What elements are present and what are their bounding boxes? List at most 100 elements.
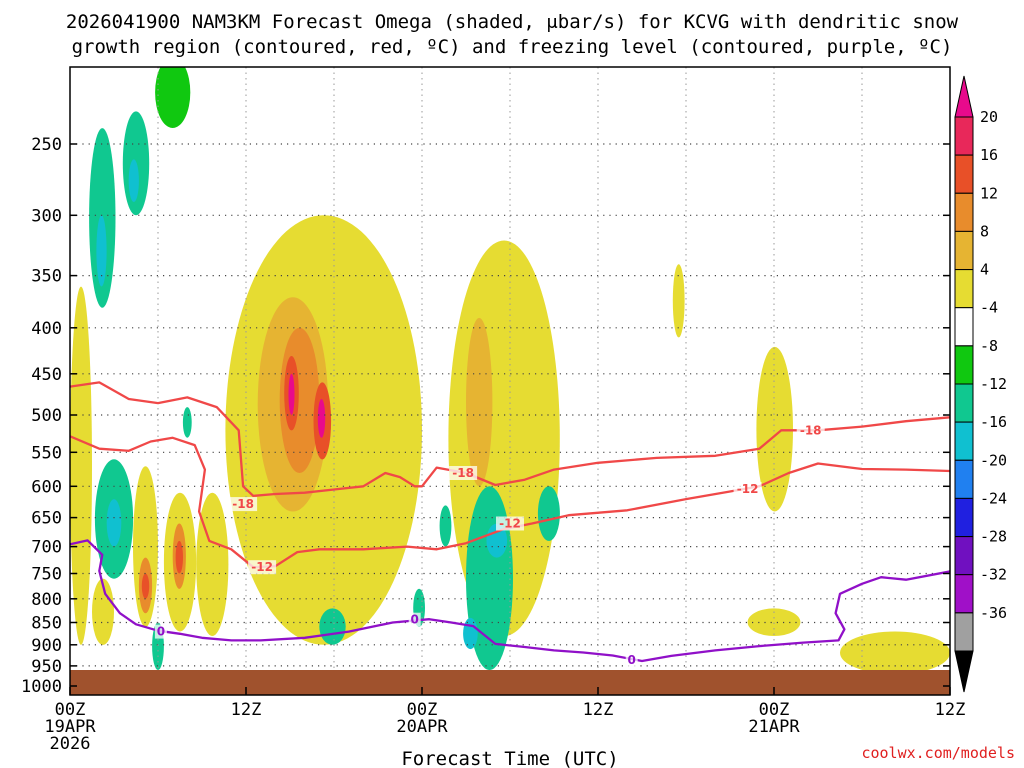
y-tick-label-350: 350 xyxy=(31,267,62,287)
y-tick-label-700: 700 xyxy=(31,538,62,558)
omega-cell-34 xyxy=(672,264,685,338)
ground-bar xyxy=(70,670,950,695)
colorbar-label--12: -12 xyxy=(980,375,1007,393)
contour-label--12: -12 xyxy=(499,517,521,531)
y-tick-label-900: 900 xyxy=(31,636,62,656)
omega-cell-3 xyxy=(96,215,107,287)
contour-label-bg xyxy=(154,624,167,639)
colorbar-label--24: -24 xyxy=(980,489,1007,507)
y-tick-label-550: 550 xyxy=(31,443,62,463)
contour-label--18: -18 xyxy=(800,423,822,437)
y-tick-label-500: 500 xyxy=(31,406,62,426)
x-tick-label-48h-0: 00Z xyxy=(759,700,790,720)
colorbar: 20 16 12 8 4 -4 -8 -12 -16 -20 -24 -28 -32 -36 xyxy=(954,75,1007,693)
colorbar-swatch-1 xyxy=(954,154,974,194)
omega-cell-32 xyxy=(463,617,478,650)
omega-cell-22 xyxy=(288,373,295,415)
y-tick-label-650: 650 xyxy=(31,509,62,529)
omega-cell-31 xyxy=(486,523,508,558)
colorbar-swatch-7 xyxy=(954,383,974,423)
colorbar-label-4: 4 xyxy=(980,261,989,279)
contour-label-bg xyxy=(733,481,762,496)
omega-cell-29 xyxy=(439,505,452,547)
plot-frame xyxy=(69,66,951,696)
colorbar-label--36: -36 xyxy=(980,604,1007,622)
contour-label-bg xyxy=(229,497,258,512)
chart-title-line1: 2026041900 NAM3KM Forecast Omega (shaded… xyxy=(66,11,959,33)
contour-label--12: -12 xyxy=(737,482,759,496)
colorbar-bottom-arrow xyxy=(954,650,974,693)
colorbar-swatch-6 xyxy=(954,345,974,385)
colorbar-swatch-3 xyxy=(954,230,974,270)
x-tick-label-36h-0: 12Z xyxy=(583,700,614,720)
contour-label-0: 0 xyxy=(157,625,165,639)
colorbar-label--32: -32 xyxy=(980,566,1007,584)
omega-cell-11 xyxy=(141,573,150,599)
colorbar-swatch-4 xyxy=(954,269,974,309)
omega-cell-15 xyxy=(175,540,183,574)
contour-label-0: 0 xyxy=(411,613,419,627)
contour-label-bg xyxy=(248,560,277,575)
x-tick-label-48h-1: 21APR xyxy=(748,717,800,737)
x-tick-label-0h-1: 19APR xyxy=(44,717,96,737)
colorbar-swatch-0 xyxy=(954,116,974,156)
y-tick-label-850: 850 xyxy=(31,614,62,634)
ground-layer xyxy=(70,670,950,695)
omega-cell-27 xyxy=(466,317,493,487)
y-tick-label-450: 450 xyxy=(31,365,62,385)
omega-cell-25 xyxy=(319,608,346,645)
omega-cell-33 xyxy=(537,486,560,541)
colorbar-swatch-8 xyxy=(954,421,974,461)
y-tick-label-400: 400 xyxy=(31,319,62,339)
y-axis-ticks: 2503003504004505005506006507007508008509… xyxy=(21,135,950,697)
contour-label-bg xyxy=(496,516,524,531)
colorbar-swatch-2 xyxy=(954,192,974,232)
y-tick-label-600: 600 xyxy=(31,477,62,497)
colorbar-label--20: -20 xyxy=(980,451,1007,469)
plot-border xyxy=(69,66,951,696)
colorbar-swatch-9 xyxy=(954,459,974,499)
contour-line--18 xyxy=(70,381,950,498)
contour-lines: -18 -18 -18 -12 -12 -12 0 0 0 xyxy=(70,381,950,668)
colorbar-top-arrow xyxy=(954,75,974,118)
x-tick-label-60h-0: 12Z xyxy=(935,700,966,720)
colorbar-label--16: -16 xyxy=(980,413,1007,431)
contour-label-bg xyxy=(449,466,478,480)
contour-label-bg xyxy=(796,423,825,438)
y-tick-label-1000: 1000 xyxy=(21,677,62,697)
colorbar-swatch-5 xyxy=(954,307,974,347)
y-tick-label-950: 950 xyxy=(31,657,62,677)
colorbar-label--8: -8 xyxy=(980,337,998,355)
y-tick-label-250: 250 xyxy=(31,135,62,155)
contour-line--12 xyxy=(70,435,950,569)
y-tick-label-300: 300 xyxy=(31,206,62,226)
omega-cell-24 xyxy=(317,399,326,438)
x-tick-label-24h-1: 20APR xyxy=(396,717,448,737)
contour-label--18: -18 xyxy=(452,466,474,480)
colorbar-swatch-13 xyxy=(954,612,974,652)
omega-cell-6 xyxy=(155,67,191,128)
omega-cell-36 xyxy=(747,608,801,636)
credit-text: coolwx.com/models xyxy=(861,744,1015,762)
colorbar-swatch-11 xyxy=(954,536,974,576)
omega-cell-1 xyxy=(92,578,114,645)
colorbar-label--28: -28 xyxy=(980,528,1007,546)
x-axis-label: Forecast Time (UTC) xyxy=(401,748,618,768)
colorbar-label-20: 20 xyxy=(980,108,998,126)
omega-cell-0 xyxy=(70,286,92,645)
contour-label-bg xyxy=(625,653,638,668)
omega-shading xyxy=(70,67,950,675)
omega-cell-37 xyxy=(840,631,950,675)
y-tick-label-800: 800 xyxy=(31,590,62,610)
contour-label-0: 0 xyxy=(628,653,636,667)
omega-cell-5 xyxy=(128,159,139,202)
contour-label--18: -18 xyxy=(232,497,254,511)
colorbar-label-8: 8 xyxy=(980,222,989,240)
colorbar-swatch-10 xyxy=(954,497,974,537)
contour-label--12: -12 xyxy=(251,560,273,574)
colorbar-label-16: 16 xyxy=(980,146,998,164)
colorbar-swatch-12 xyxy=(954,574,974,614)
x-tick-label-12h-0: 12Z xyxy=(231,700,262,720)
